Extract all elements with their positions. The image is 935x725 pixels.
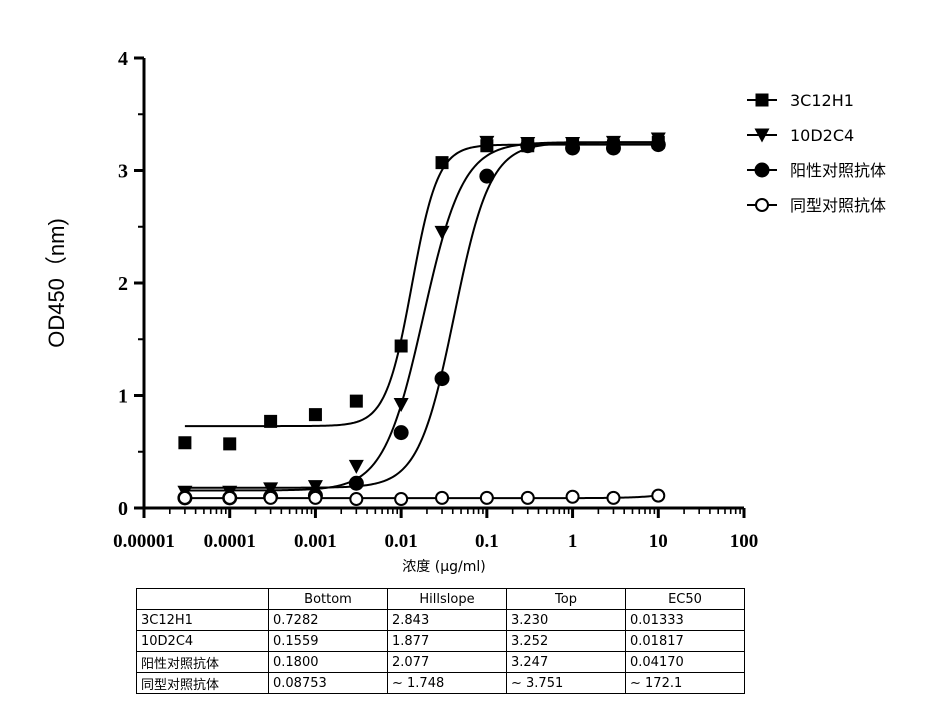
data-point (308, 490, 323, 505)
table-cell: 3C12H1 (136, 609, 269, 631)
data-point (565, 140, 581, 156)
data-point (263, 490, 278, 505)
x-axis-label: 浓度 (µg/ml) (402, 559, 485, 575)
data-point (223, 437, 237, 451)
table-header-cell (136, 588, 269, 610)
table-cell: 0.01333 (625, 609, 745, 631)
data-point (479, 135, 495, 150)
data-point (394, 339, 408, 353)
data-point (393, 398, 409, 412)
table-header-cell: Hillslope (387, 588, 507, 610)
table-header-cell: EC50 (625, 588, 745, 610)
data-point (435, 490, 450, 505)
data-points (177, 132, 666, 506)
y-tick-label: 0 (118, 498, 128, 520)
table-cell: 阳性对照抗体 (136, 651, 269, 673)
x-tick-label: 0.001 (294, 531, 337, 552)
table-cell: ~ 172.1 (625, 672, 745, 694)
table-header-cell: Bottom (268, 588, 388, 610)
data-point (178, 436, 192, 450)
table-cell: 2.077 (387, 651, 507, 673)
table-row: 阳性对照抗体 0.1800 2.077 3.247 0.04170 (136, 651, 745, 673)
data-point (348, 459, 364, 474)
table-cell: 0.7282 (268, 609, 388, 631)
table-row: 3C12H1 0.7282 2.843 3.230 0.01333 (136, 609, 745, 631)
x-tick-label: 100 (730, 531, 759, 552)
table-cell: 0.08753 (268, 672, 388, 694)
data-point (307, 480, 323, 495)
data-point (349, 492, 364, 506)
table-cell: 10D2C4 (136, 630, 269, 652)
data-point (434, 371, 450, 387)
data-point (479, 168, 495, 184)
legend-label: 3C12H1 (790, 91, 854, 110)
x-tick-label: 0.1 (475, 531, 499, 552)
data-point (349, 394, 363, 408)
table-cell: 1.877 (387, 630, 507, 652)
legend-marker (755, 198, 769, 212)
table-row: 10D2C4 0.1559 1.877 3.252 0.01817 (136, 630, 745, 652)
legend-label: 阳性对照抗体 (790, 161, 886, 180)
data-point (606, 490, 621, 505)
data-point (565, 489, 580, 504)
legend-marker (755, 93, 769, 107)
legend-marker (754, 162, 770, 178)
y-tick-label: 3 (118, 161, 128, 183)
table-cell: 3.247 (506, 651, 626, 673)
table-cell: ~ 1.748 (387, 672, 507, 694)
data-point (435, 156, 449, 170)
fit-curve (184, 141, 659, 489)
data-point (394, 492, 409, 506)
table-row: 同型对照抗体 0.08753 ~ 1.748 ~ 3.751 ~ 172.1 (136, 672, 745, 694)
data-point (651, 488, 666, 503)
data-point (222, 490, 237, 505)
legend-label: 同型对照抗体 (790, 196, 886, 215)
y-tick-label: 4 (118, 48, 128, 70)
data-point (264, 414, 278, 428)
fit-curve (184, 143, 659, 428)
y-axis-label: OD450（nm) (44, 218, 69, 348)
table-cell: 3.252 (506, 630, 626, 652)
table-cell: 同型对照抗体 (136, 672, 269, 694)
table-header-row: Bottom Hillslope Top EC50 (136, 588, 745, 610)
axes: 0 1 2 3 4 0.00001 0.0001 0.001 0.01 0.1 1 10 100 (113, 48, 758, 552)
data-point (605, 140, 621, 156)
data-point (177, 490, 192, 505)
data-point (348, 475, 364, 491)
data-point (520, 138, 536, 154)
legend-marker (754, 128, 770, 143)
y-tick-label: 2 (118, 273, 128, 295)
x-tick-label: 10 (649, 531, 668, 552)
table-header-cell: Top (506, 588, 626, 610)
x-tick-label: 0.00001 (113, 531, 175, 552)
chart: 0 1 2 3 4 0.00001 0.0001 0.001 0.01 0.1 1 10 100 3C1… (44, 48, 886, 575)
table-cell: 0.04170 (625, 651, 745, 673)
fit-parameters-table: Bottom Hillslope Top EC50 3C12H1 0.7282 … (136, 588, 745, 694)
table-cell: 0.1559 (268, 630, 388, 652)
table-cell: 0.1800 (268, 651, 388, 673)
data-point (650, 137, 666, 153)
data-point (308, 408, 322, 422)
table-cell: 2.843 (387, 609, 507, 631)
y-tick-label: 1 (118, 386, 128, 408)
table-cell: ~ 3.751 (506, 672, 626, 694)
data-point (479, 490, 494, 505)
data-point (393, 425, 409, 441)
legend-label: 10D2C4 (790, 126, 854, 145)
table-cell: 3.230 (506, 609, 626, 631)
x-tick-label: 0.01 (385, 531, 418, 552)
data-point (434, 225, 450, 240)
fit-curves (184, 141, 659, 500)
x-tick-label: 1 (568, 531, 578, 552)
data-point (520, 490, 535, 505)
fit-curve (184, 494, 659, 500)
table-cell: 0.01817 (625, 630, 745, 652)
x-tick-label: 0.0001 (204, 531, 256, 552)
